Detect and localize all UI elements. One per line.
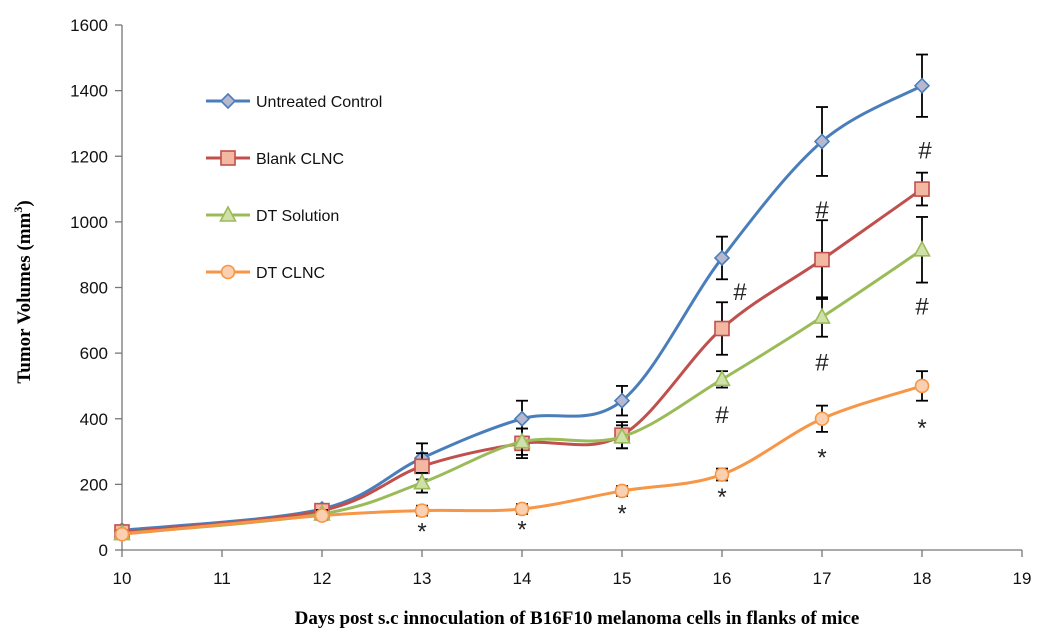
x-tick-label: 13: [413, 569, 432, 588]
data-point: [714, 320, 730, 337]
data-point: [513, 410, 531, 427]
data-point: [713, 249, 731, 267]
significance-hash: #: [815, 197, 829, 224]
legend-marker: [220, 150, 236, 166]
data-point: [813, 133, 831, 150]
significance-asterisk: *: [517, 517, 526, 544]
y-tick-label: 800: [80, 279, 108, 298]
significance-hash: #: [815, 349, 829, 376]
data-point: [913, 240, 931, 257]
legend-marker: [219, 205, 237, 222]
y-tick-label: 200: [80, 475, 108, 494]
data-point: [613, 392, 631, 409]
data-point: [914, 378, 930, 394]
y-axis-title-close: ): [14, 200, 35, 206]
data-point: [814, 411, 830, 427]
significance-hash: #: [918, 138, 932, 165]
legend-label: DT CLNC: [256, 265, 325, 282]
legend-marker: [219, 92, 237, 110]
y-tick-label: 400: [80, 410, 108, 429]
legend-item-dt-solution: DT Solution: [206, 205, 339, 225]
data-point: [613, 427, 631, 444]
significance-asterisk: *: [917, 415, 926, 442]
legend-label: Blank CLNC: [256, 151, 344, 168]
data-point: [114, 526, 130, 542]
data-point: [713, 369, 731, 387]
data-point: [614, 483, 630, 499]
chart-axes: 0 200 400 600 800 1000 1200 1400 1600 10 11 12 13 14 1…: [70, 16, 1031, 588]
legend-marker: [220, 264, 236, 280]
x-tick-label: 19: [1013, 569, 1032, 588]
y-axis-title: Tumor Volumes (mm3): [11, 200, 35, 383]
data-point: [513, 432, 531, 449]
data-point: [413, 473, 431, 490]
significance-asterisk: *: [617, 500, 626, 527]
data-point: [914, 181, 930, 197]
annotations-layer: * * * * * * # # # # # #: [417, 138, 932, 546]
y-tick-label: 1400: [70, 82, 108, 101]
series-dt-solution: [113, 216, 931, 541]
x-tick-label: 10: [113, 569, 132, 588]
y-axis-title-main: Tumor Volumes (mm: [14, 212, 35, 383]
y-axis-title-sup: 3: [11, 207, 25, 213]
significance-asterisk: *: [717, 484, 726, 511]
series-blank-clnc: [114, 171, 930, 540]
significance-asterisk: *: [417, 518, 426, 545]
series-line-blank-clnc: [121, 187, 923, 534]
significance-hash: #: [915, 294, 929, 321]
x-tick-label: 11: [213, 569, 231, 588]
data-point: [414, 458, 430, 475]
data-point: [314, 508, 330, 523]
data-point: [714, 467, 730, 482]
x-tick-label: 14: [513, 569, 532, 588]
y-tick-label: 1000: [70, 213, 108, 232]
x-tick-label: 12: [313, 569, 332, 588]
x-axis-title: Days post s.c innoculation of B16F10 mel…: [295, 608, 860, 629]
legend: Untreated Control Blank CLNC DT Solution DT…: [206, 92, 382, 282]
series-layer: [113, 53, 931, 542]
y-tick-label: 1200: [70, 147, 108, 166]
legend-item-dt-clnc: DT CLNC: [206, 264, 325, 282]
legend-label: Untreated Control: [256, 94, 382, 111]
legend-label: DT Solution: [256, 208, 339, 225]
y-tick-label: 600: [80, 344, 108, 363]
series-line-untreated-control: [121, 84, 923, 532]
legend-item-untreated-control: Untreated Control: [206, 92, 382, 111]
x-tick-label: 16: [713, 569, 732, 588]
y-tick-label: 0: [99, 541, 108, 560]
significance-hash: #: [733, 279, 747, 306]
significance-hash: #: [715, 402, 729, 429]
x-tick-label: 15: [613, 569, 632, 588]
series-untreated-control: [113, 53, 931, 539]
x-tick-label: 18: [913, 569, 932, 588]
data-point: [414, 503, 430, 518]
data-point: [913, 77, 931, 94]
series-dt-clnc: [114, 370, 930, 542]
y-tick-label: 1600: [70, 16, 108, 35]
data-point: [514, 501, 530, 517]
legend-item-blank-clnc: Blank CLNC: [206, 150, 344, 168]
series-line-dt-solution: [121, 248, 923, 536]
data-point: [813, 307, 831, 324]
x-tick-label: 17: [813, 569, 832, 588]
significance-asterisk: *: [817, 444, 826, 471]
data-point: [814, 251, 830, 268]
